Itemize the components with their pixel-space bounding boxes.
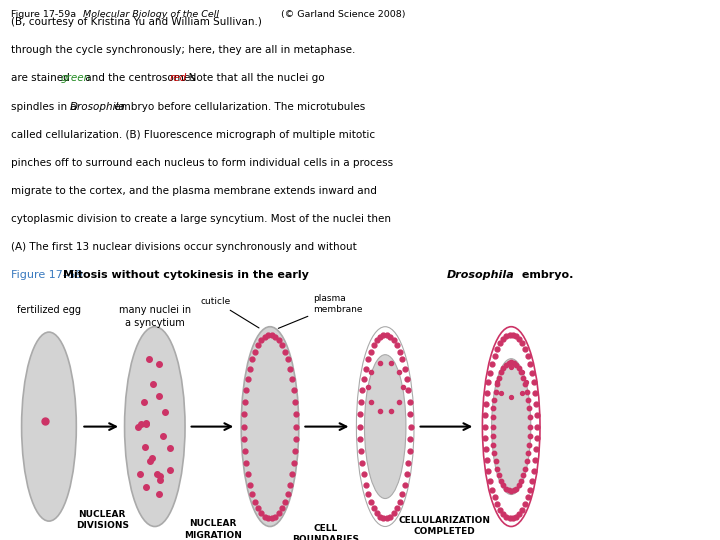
Text: called cellularization. (B) Fluorescence micrograph of multiple mitotic: called cellularization. (B) Fluorescence… — [11, 130, 375, 140]
Ellipse shape — [356, 327, 414, 526]
Text: and the centrosomes: and the centrosomes — [82, 73, 199, 84]
Text: NUCLEAR
DIVISIONS: NUCLEAR DIVISIONS — [76, 510, 129, 530]
Text: green: green — [61, 73, 91, 84]
Ellipse shape — [364, 355, 406, 498]
Text: (B, courtesy of Kristina Yu and William Sullivan.): (B, courtesy of Kristina Yu and William … — [11, 17, 261, 28]
Text: Molecular Biology of the Cell: Molecular Biology of the Cell — [83, 10, 219, 19]
Text: (A) The first 13 nuclear divisions occur synchronously and without: (A) The first 13 nuclear divisions occur… — [11, 242, 356, 252]
Text: cytoplasmic division to create a large syncytium. Most of the nuclei then: cytoplasmic division to create a large s… — [11, 214, 391, 224]
Ellipse shape — [492, 359, 531, 495]
Text: many nuclei in
a syncytium: many nuclei in a syncytium — [119, 305, 191, 327]
Text: embryo.: embryo. — [518, 270, 574, 280]
Text: CELL
BOUNDARIES
START TO
FORM: CELL BOUNDARIES START TO FORM — [292, 524, 359, 540]
Text: Drosophila: Drosophila — [446, 270, 514, 280]
Text: Figure 17-59a: Figure 17-59a — [11, 10, 82, 19]
Ellipse shape — [482, 327, 540, 526]
Text: cuticle: cuticle — [201, 297, 259, 328]
Text: Mitosis without cytokinesis in the early: Mitosis without cytokinesis in the early — [63, 270, 313, 280]
Text: spindles in a: spindles in a — [11, 102, 80, 112]
Ellipse shape — [125, 327, 185, 526]
Text: . Note that all the nuclei go: . Note that all the nuclei go — [182, 73, 325, 84]
Text: red: red — [169, 73, 186, 84]
Text: are stained: are stained — [11, 73, 73, 84]
Ellipse shape — [22, 332, 76, 521]
Text: embryo before cellularization. The microtubules: embryo before cellularization. The micro… — [111, 102, 365, 112]
Text: NUCLEAR
MIGRATION
TO CORTEX: NUCLEAR MIGRATION TO CORTEX — [184, 519, 242, 540]
Text: pinches off to surround each nucleus to form individual cells in a process: pinches off to surround each nucleus to … — [11, 158, 393, 168]
Text: (© Garland Science 2008): (© Garland Science 2008) — [281, 10, 405, 19]
Text: fertilized egg: fertilized egg — [17, 305, 81, 315]
Text: through the cycle synchronously; here, they are all in metaphase.: through the cycle synchronously; here, t… — [11, 45, 355, 56]
Text: CELLULARIZATION
COMPLETED: CELLULARIZATION COMPLETED — [398, 516, 490, 536]
Text: migrate to the cortex, and the plasma membrane extends inward and: migrate to the cortex, and the plasma me… — [11, 186, 377, 196]
Text: Figure 17–59: Figure 17–59 — [11, 270, 86, 280]
Text: plasma
membrane: plasma membrane — [279, 294, 363, 328]
Ellipse shape — [241, 327, 299, 526]
Text: Drosophila: Drosophila — [69, 102, 125, 112]
